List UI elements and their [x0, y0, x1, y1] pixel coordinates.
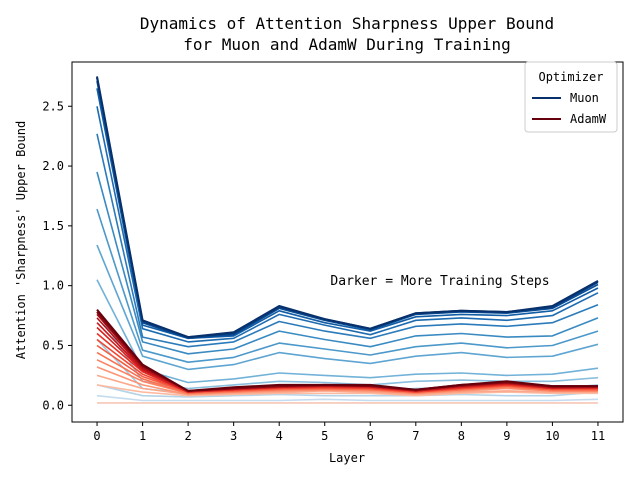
- plot-area: 0 1 2 3 4 5 6 7 8 9 10 11 0.0 0.5 1.0 1.5 2.0 2.5: [42, 61, 624, 443]
- y-axis: 0.0 0.5 1.0 1.5 2.0 2.5: [42, 99, 72, 412]
- x-tick-label: 11: [591, 429, 605, 443]
- y-tick-label: 2.0: [42, 159, 64, 173]
- legend-label-adamw: AdamW: [570, 112, 607, 126]
- series-line-muon: [96, 171, 599, 355]
- chart-title-line-1: Dynamics of Attention Sharpness Upper Bo…: [140, 14, 554, 33]
- x-tick-label: 9: [503, 429, 510, 443]
- x-tick-label: 4: [276, 429, 283, 443]
- x-tick-label: 10: [545, 429, 559, 443]
- x-tick-label: 2: [185, 429, 192, 443]
- legend: Optimizer Muon AdamW: [524, 61, 618, 133]
- plot-frame: [71, 61, 624, 423]
- x-tick-label: 5: [321, 429, 328, 443]
- x-tick-label: 8: [458, 429, 465, 443]
- x-tick-label: 6: [367, 429, 374, 443]
- series-layer: [96, 76, 599, 404]
- y-tick-label: 0.0: [42, 398, 64, 412]
- series-line-muon: [96, 394, 599, 402]
- y-tick-label: 2.5: [42, 99, 64, 113]
- series-line-muon: [96, 106, 599, 343]
- chart-title-line-2: for Muon and AdamW During Training: [183, 35, 511, 54]
- series-line-muon: [96, 208, 599, 364]
- series-group-muon: [96, 76, 599, 404]
- series-line-adamw: [96, 384, 598, 397]
- series-line-muon: [96, 279, 599, 384]
- legend-label-muon: Muon: [570, 91, 599, 105]
- series-line-muon: [96, 133, 599, 348]
- series-group-adamw: [96, 308, 599, 404]
- x-tick-label: 7: [412, 429, 419, 443]
- legend-box: [524, 61, 618, 133]
- y-tick-label: 1.0: [42, 279, 64, 293]
- x-axis-label: Layer: [329, 451, 365, 465]
- series-line-muon: [96, 384, 599, 398]
- x-tick-label: 3: [230, 429, 237, 443]
- x-axis: 0 1 2 3 4 5 6 7 8 9 10 11: [93, 422, 605, 443]
- y-axis-label: Attention 'Sharpness' Upper Bound: [14, 121, 28, 359]
- legend-title: Optimizer: [538, 70, 603, 84]
- y-tick-label: 1.5: [42, 219, 64, 233]
- series-line-muon: [96, 80, 599, 340]
- series-line-muon: [96, 76, 599, 339]
- series-line-muon: [96, 244, 599, 371]
- series-line-adamw: [96, 308, 598, 392]
- y-tick-label: 0.5: [42, 338, 64, 352]
- x-tick-label: 1: [139, 429, 146, 443]
- chart-annotation: Darker = More Training Steps: [330, 274, 549, 289]
- x-tick-label: 0: [93, 429, 100, 443]
